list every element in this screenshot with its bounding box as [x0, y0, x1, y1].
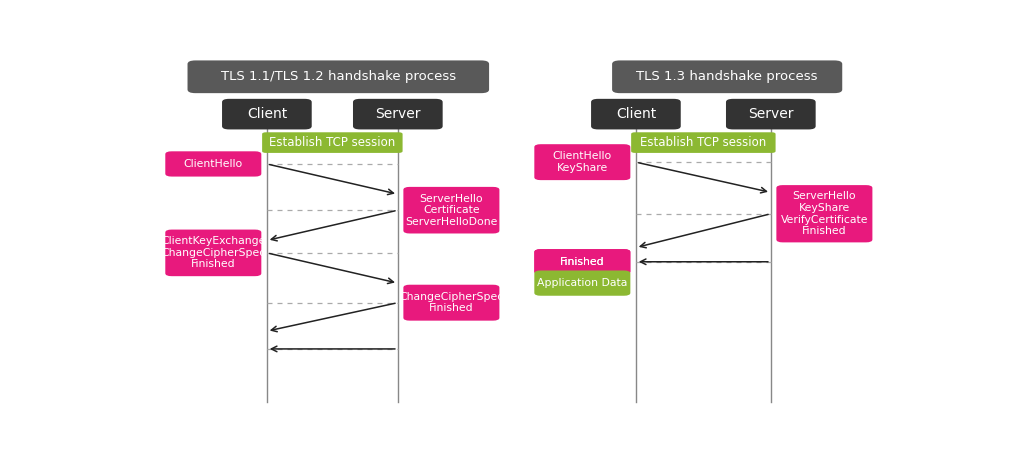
FancyBboxPatch shape: [403, 187, 500, 233]
FancyBboxPatch shape: [165, 152, 261, 176]
FancyBboxPatch shape: [776, 185, 872, 243]
FancyBboxPatch shape: [726, 99, 816, 129]
Text: Application Data: Application Data: [538, 278, 628, 288]
Text: Establish TCP session: Establish TCP session: [269, 136, 395, 149]
Text: ChangeCipherSpec
Finished: ChangeCipherSpec Finished: [399, 292, 504, 314]
Text: Finished: Finished: [560, 257, 604, 267]
Text: Client: Client: [615, 107, 656, 121]
Text: Establish TCP session: Establish TCP session: [640, 136, 767, 149]
FancyBboxPatch shape: [612, 61, 842, 93]
Text: ServerHello
KeyShare
VerifyCertificate
Finished: ServerHello KeyShare VerifyCertificate F…: [780, 191, 868, 236]
Text: Client: Client: [247, 107, 287, 121]
Text: ClientHello: ClientHello: [183, 159, 243, 169]
FancyBboxPatch shape: [535, 249, 631, 274]
FancyBboxPatch shape: [591, 99, 681, 129]
Text: TLS 1.3 handshake process: TLS 1.3 handshake process: [637, 70, 818, 83]
Text: Finished: Finished: [560, 257, 604, 267]
FancyBboxPatch shape: [222, 99, 311, 129]
Text: ClientKeyExchange
ChangeCipherSpec
Finished: ClientKeyExchange ChangeCipherSpec Finis…: [161, 236, 265, 269]
Text: ClientHello
KeyShare: ClientHello KeyShare: [553, 152, 612, 173]
FancyBboxPatch shape: [187, 61, 489, 93]
FancyBboxPatch shape: [535, 144, 631, 180]
Text: TLS 1.1/TLS 1.2 handshake process: TLS 1.1/TLS 1.2 handshake process: [221, 70, 456, 83]
FancyBboxPatch shape: [403, 285, 500, 321]
FancyBboxPatch shape: [535, 270, 631, 296]
FancyBboxPatch shape: [353, 99, 442, 129]
FancyBboxPatch shape: [262, 132, 402, 153]
Text: Server: Server: [749, 107, 794, 121]
FancyBboxPatch shape: [165, 230, 261, 276]
Text: ServerHello
Certificate
ServerHelloDone: ServerHello Certificate ServerHelloDone: [406, 194, 498, 227]
FancyBboxPatch shape: [535, 249, 631, 274]
Text: Server: Server: [375, 107, 421, 121]
FancyBboxPatch shape: [631, 132, 775, 153]
